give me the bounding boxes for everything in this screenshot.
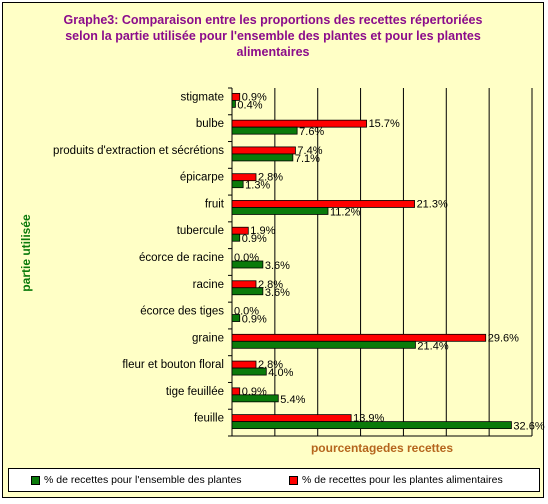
data-label-all-plants: 0.4% — [237, 99, 262, 111]
category-label: produits d'extraction et sécrétions — [53, 145, 224, 157]
data-label-food-plants: 2.8% — [258, 359, 283, 371]
data-label-food-plants: 0.9% — [242, 386, 267, 398]
chart-title-line-1: Graphe3: Comparaison entre les proportio… — [63, 13, 483, 27]
data-label-food-plants: 15.7% — [369, 118, 400, 130]
category-label: feuille — [194, 413, 224, 425]
legend-item-food-plants: % de recettes pour les plantes alimentai… — [289, 474, 503, 486]
data-label-all-plants: 3.6% — [265, 287, 290, 299]
bar-all-plants — [231, 260, 264, 269]
bar-all-plants — [231, 126, 298, 135]
data-label-all-plants: 3.6% — [265, 260, 290, 272]
category-label: épicarpe — [180, 172, 224, 184]
legend-label-all-plants: % de recettes pour l'ensemble des plante… — [44, 474, 242, 486]
data-label-all-plants: 7.1% — [295, 153, 320, 165]
data-label-all-plants: 32.6% — [513, 421, 544, 433]
bar-food-plants — [231, 92, 241, 101]
bar-all-plants — [231, 153, 294, 162]
bar-food-plants — [231, 414, 352, 423]
chart-title-line-3: alimentaires — [236, 45, 310, 59]
legend-label-food-plants: % de recettes pour les plantes alimentai… — [302, 474, 503, 486]
bar-all-plants — [231, 340, 416, 349]
x-axis-label: pourcentagedes recettes — [311, 441, 453, 455]
legend-item-all-plants: % de recettes pour l'ensemble des plante… — [31, 474, 242, 486]
legend-swatch-green — [31, 475, 40, 485]
category-label: écorce de racine — [139, 252, 224, 264]
data-label-all-plants: 11.2% — [330, 206, 361, 218]
data-label-all-plants: 21.4% — [417, 340, 448, 352]
data-label-food-plants: 0.9% — [242, 91, 267, 103]
category-label: tige feuillée — [166, 386, 224, 398]
data-label-food-plants: 0.0% — [234, 252, 259, 264]
bar-all-plants — [231, 233, 241, 242]
category-label: écorce des tiges — [140, 306, 224, 318]
bar-food-plants — [231, 146, 296, 155]
data-label-food-plants: 0.0% — [234, 306, 259, 318]
bar-all-plants — [231, 314, 241, 322]
data-label-food-plants: 2.8% — [258, 279, 283, 291]
chart-title: Graphe3: Comparaison entre les proportio… — [0, 12, 546, 60]
bar-food-plants — [231, 173, 257, 182]
bar-food-plants — [231, 226, 249, 235]
bar-food-plants — [231, 387, 241, 396]
category-label: racine — [193, 279, 224, 291]
bar-all-plants — [231, 287, 264, 296]
data-label-food-plants: 21.3% — [417, 198, 448, 210]
category-label: bulbe — [196, 118, 224, 130]
data-label-all-plants: 0.9% — [242, 314, 267, 326]
category-label: fleur et bouton floral — [122, 359, 224, 371]
legend: % de recettes pour l'ensemble des plante… — [8, 468, 540, 492]
bar-food-plants — [231, 119, 367, 128]
data-label-all-plants: 0.9% — [242, 233, 267, 245]
category-label: graine — [192, 332, 224, 344]
data-label-food-plants: 2.8% — [258, 172, 283, 184]
data-label-all-plants: 4.0% — [268, 367, 293, 379]
data-label-all-plants: 1.3% — [245, 180, 270, 192]
bar-all-plants — [231, 207, 329, 215]
bar-all-plants — [231, 421, 512, 430]
bar-all-plants — [231, 99, 236, 108]
bar-food-plants — [231, 280, 257, 289]
category-label: stigmate — [181, 91, 224, 103]
data-label-all-plants: 7.6% — [299, 126, 324, 138]
category-label: fruit — [205, 198, 225, 210]
bar-all-plants — [231, 394, 279, 403]
data-label-all-plants: 5.4% — [280, 394, 305, 406]
chart-title-line-2: selon la partie utilisée pour l'ensemble… — [65, 29, 481, 43]
data-label-food-plants: 29.6% — [488, 332, 519, 344]
bar-food-plants — [231, 200, 415, 208]
bar-all-plants — [231, 180, 244, 189]
bar-food-plants — [231, 360, 257, 369]
category-label: tubercule — [177, 225, 224, 237]
data-label-food-plants: 13.9% — [353, 413, 384, 425]
bar-all-plants — [231, 367, 267, 376]
legend-swatch-red — [289, 475, 298, 485]
data-label-food-plants: 7.4% — [297, 145, 322, 157]
data-label-food-plants: 1.9% — [250, 225, 275, 237]
